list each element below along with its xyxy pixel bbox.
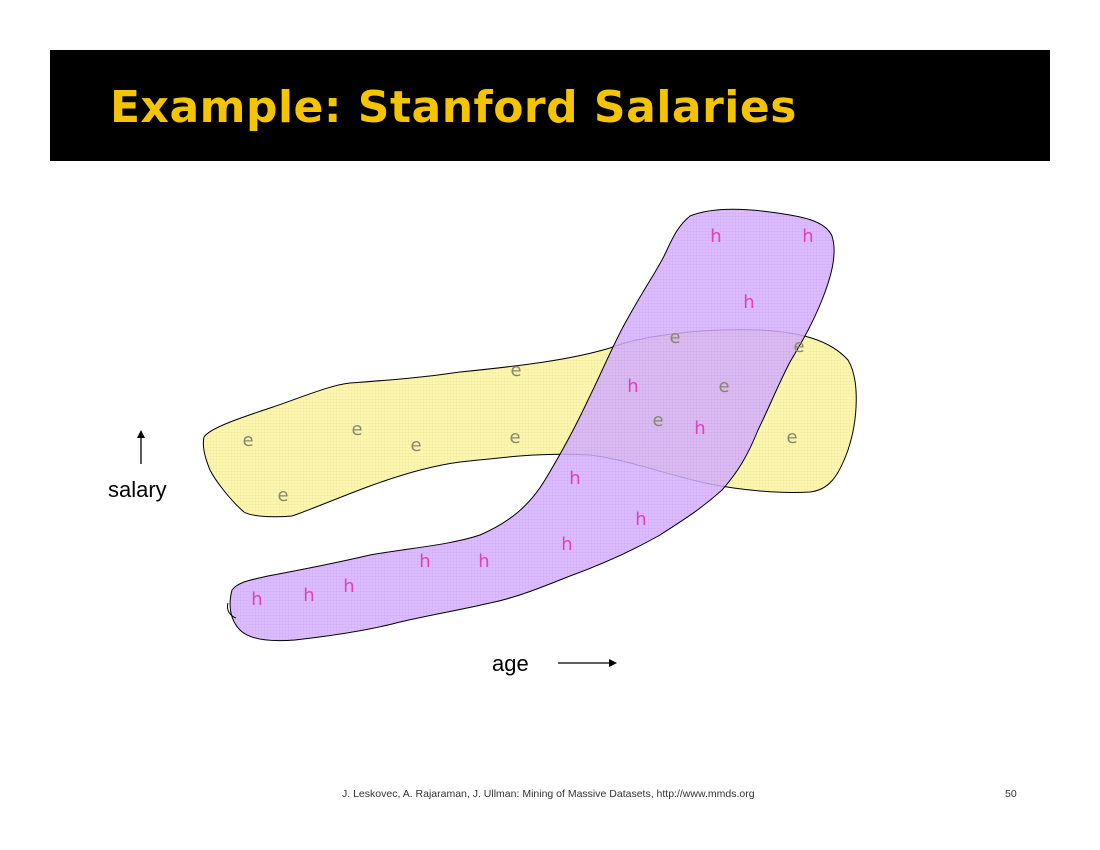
e-point: e (786, 427, 798, 448)
title-bar (50, 50, 1050, 161)
h-point: h (303, 585, 315, 606)
salary-axis-arrow (137, 430, 145, 464)
h-point: h (635, 509, 647, 530)
e-point: e (669, 327, 681, 348)
e-point: e (652, 410, 664, 431)
e-point: e (509, 427, 521, 448)
footer-citation: J. Leskovec, A. Rajaraman, J. Ullman: Mi… (342, 788, 755, 800)
h-point: h (419, 551, 431, 572)
h-point: h (561, 534, 573, 555)
h-point: h (251, 589, 263, 610)
y-axis-label: salary (108, 477, 167, 502)
h-point: h (343, 576, 355, 597)
h-point: h (694, 418, 706, 439)
e-point: e (242, 430, 254, 451)
h-point: h (710, 226, 722, 247)
h-point: h (569, 468, 581, 489)
h-point: h (802, 226, 814, 247)
e-point: e (277, 485, 289, 506)
slide-title: Example: Stanford Salaries (110, 82, 797, 133)
e-point: e (351, 419, 363, 440)
h-point: h (743, 292, 755, 313)
x-axis-label: age (492, 651, 529, 676)
e-point: e (410, 435, 422, 456)
stray-stroke (227, 602, 237, 619)
age-axis-arrow (558, 659, 617, 667)
slide-number: 50 (1005, 788, 1017, 800)
e-point: e (793, 336, 805, 357)
e-point: e (718, 376, 730, 397)
h-cluster-region (229, 208, 835, 642)
e-point: e (510, 360, 522, 381)
h-point: h (478, 551, 490, 572)
h-point: h (627, 376, 639, 397)
